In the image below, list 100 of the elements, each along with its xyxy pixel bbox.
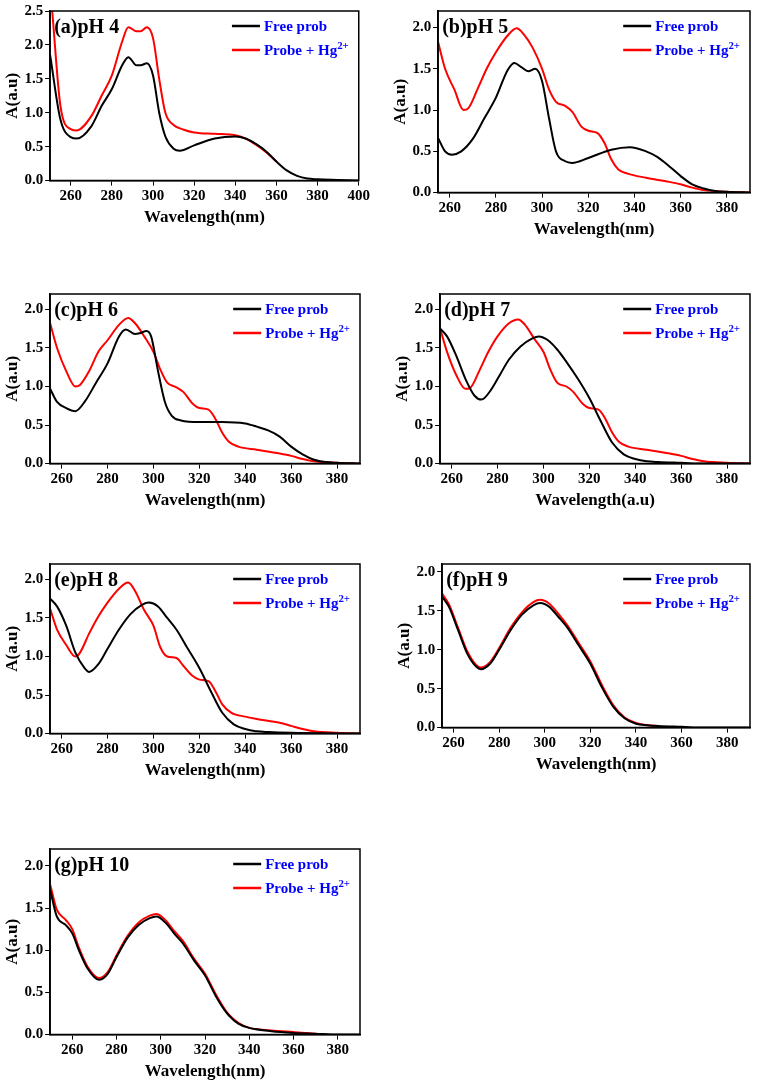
x-tick-label: 340	[238, 1041, 261, 1058]
x-axis-title: Wavelength(nm)	[535, 754, 657, 774]
x-tick-label: 280	[96, 740, 119, 757]
x-tick-label: 340	[624, 734, 648, 751]
x-tick-label: 300	[533, 734, 557, 751]
x-tick-label: 380	[325, 740, 349, 757]
x-tick-label: 260	[61, 1041, 84, 1058]
x-tick-label: 300	[532, 470, 555, 487]
y-tick-label: 1.0	[24, 647, 44, 664]
y-tick-label: 0.0	[24, 724, 44, 741]
y-tick-label: 0.0	[416, 718, 436, 735]
y-tick-label: 0.5	[24, 983, 44, 1000]
y-tick-label: 1.0	[416, 640, 436, 657]
x-tick-label: 360	[669, 199, 692, 216]
y-tick-label: 1.5	[412, 59, 432, 76]
y-axis-title: A(a.u)	[1, 355, 21, 402]
y-tick-label: 1.5	[416, 601, 436, 618]
x-tick-label: 260	[438, 199, 461, 216]
x-tick-label: 380	[715, 470, 739, 487]
x-tick-label: 280	[484, 199, 508, 216]
y-tick-label: 0.0	[24, 171, 44, 188]
x-tick-label: 300	[141, 187, 165, 204]
y-axis-title: A(a.u)	[1, 72, 21, 119]
y-tick-label: 0.5	[24, 685, 44, 702]
y-tick-label: 0.5	[24, 137, 44, 154]
legend-label: Free prob	[265, 856, 329, 872]
chart-title: (d)pH 7	[444, 298, 511, 321]
y-tick-label: 1.0	[414, 377, 434, 394]
legend-label: Free prob	[265, 301, 329, 317]
x-axis-title: Wavelength(a.u)	[535, 490, 655, 510]
y-tick-label: 0.0	[24, 1025, 44, 1042]
x-tick-label: 280	[487, 734, 511, 751]
y-tick-label: 2.0	[24, 570, 44, 587]
y-tick-label: 2.0	[416, 562, 436, 579]
y-tick-label: 1.5	[24, 69, 44, 86]
y-axis-title: A(a.u)	[393, 622, 413, 669]
x-tick-label: 280	[105, 1041, 128, 1058]
y-tick-label: 1.5	[24, 898, 44, 915]
x-tick-label: 360	[279, 470, 303, 487]
y-axis-title: A(a.u)	[391, 355, 411, 402]
y-tick-label: 1.5	[24, 608, 44, 625]
y-tick-label: 0.5	[412, 142, 432, 159]
x-tick-label: 340	[623, 470, 647, 487]
y-tick-label: 1.0	[24, 103, 44, 120]
x-tick-label: 320	[193, 1041, 217, 1058]
x-tick-label: 300	[149, 1041, 173, 1058]
legend-label: Free prob	[265, 571, 329, 587]
x-tick-label: 320	[578, 470, 601, 487]
y-tick-label: 0.5	[416, 679, 436, 696]
x-tick-label: 380	[326, 1041, 350, 1058]
x-axis-title: Wavelength(nm)	[533, 219, 655, 239]
chart-title: (b)pH 5	[442, 15, 509, 38]
x-tick-label: 360	[669, 470, 693, 487]
chart-title: (c)pH 6	[54, 298, 119, 321]
x-tick-label: 380	[325, 470, 349, 487]
y-tick-label: 2.5	[24, 1, 44, 18]
chart-title: (f)pH 9	[446, 568, 508, 591]
y-tick-label: 1.0	[24, 377, 44, 394]
y-tick-label: 2.0	[24, 35, 44, 52]
x-tick-label: 280	[486, 470, 509, 487]
x-tick-label: 360	[279, 740, 303, 757]
y-tick-label: 1.0	[24, 941, 44, 958]
y-tick-label: 0.0	[412, 183, 432, 200]
x-tick-label: 340	[224, 187, 247, 204]
x-tick-label: 400	[347, 187, 370, 204]
x-tick-label: 280	[96, 470, 119, 487]
x-tick-label: 360	[282, 1041, 305, 1058]
y-tick-label: 2.0	[414, 300, 434, 317]
x-tick-label: 300	[142, 470, 165, 487]
legend-label: Free prob	[655, 571, 719, 587]
x-tick-label: 320	[579, 734, 602, 751]
x-tick-label: 260	[50, 740, 73, 757]
x-axis-title: Wavelength(nm)	[144, 760, 266, 780]
chart-title: (g)pH 10	[54, 853, 130, 876]
x-tick-label: 260	[50, 470, 73, 487]
legend-label: Free prob	[655, 301, 719, 317]
x-tick-label: 300	[142, 740, 165, 757]
x-axis-title: Wavelength(nm)	[144, 1061, 266, 1081]
x-tick-label: 360	[670, 734, 693, 751]
x-tick-label: 380	[306, 187, 329, 204]
x-tick-label: 320	[188, 740, 211, 757]
legend-label: Free prob	[263, 18, 328, 34]
y-tick-label: 1.5	[24, 338, 44, 355]
x-tick-label: 260	[442, 734, 465, 751]
y-tick-label: 0.0	[24, 454, 44, 471]
y-tick-label: 0.0	[414, 454, 434, 471]
x-tick-label: 300	[530, 199, 554, 216]
x-tick-label: 320	[182, 187, 206, 204]
y-axis-title: A(a.u)	[1, 625, 21, 672]
y-tick-label: 0.5	[24, 415, 44, 432]
x-tick-label: 340	[623, 199, 646, 216]
x-tick-label: 380	[715, 734, 739, 751]
legend-label: Free prob	[655, 18, 719, 34]
x-tick-label: 380	[715, 199, 739, 216]
y-tick-label: 2.0	[24, 300, 44, 317]
x-tick-label: 260	[59, 187, 82, 204]
x-tick-label: 360	[265, 187, 288, 204]
y-tick-label: 0.5	[414, 415, 434, 432]
y-axis-title: A(a.u)	[1, 918, 21, 965]
x-axis-title: Wavelength(nm)	[144, 207, 265, 227]
